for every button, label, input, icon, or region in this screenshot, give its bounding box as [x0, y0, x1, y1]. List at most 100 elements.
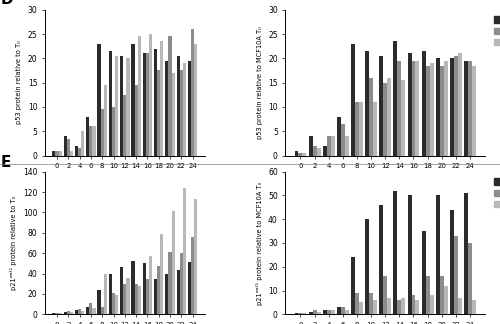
Bar: [436, 195, 440, 314]
Bar: [188, 61, 191, 156]
Bar: [194, 199, 198, 314]
Bar: [312, 146, 316, 156]
Text: D: D: [0, 0, 13, 7]
Bar: [166, 273, 168, 314]
Bar: [436, 58, 440, 156]
Bar: [294, 313, 298, 314]
Bar: [422, 231, 426, 314]
Bar: [387, 78, 391, 156]
Bar: [132, 261, 134, 314]
Bar: [149, 34, 152, 156]
Bar: [412, 295, 416, 314]
Bar: [450, 58, 454, 156]
Bar: [90, 303, 92, 314]
Text: E: E: [0, 155, 10, 169]
Bar: [323, 309, 326, 314]
Bar: [337, 117, 341, 156]
Bar: [188, 262, 191, 314]
Bar: [56, 313, 58, 314]
Bar: [430, 295, 434, 314]
Bar: [104, 273, 107, 314]
Bar: [157, 266, 160, 314]
Bar: [312, 309, 316, 314]
Bar: [380, 56, 383, 156]
Bar: [64, 312, 66, 314]
Bar: [345, 136, 349, 156]
Bar: [472, 66, 476, 156]
Bar: [112, 107, 115, 156]
Bar: [86, 117, 90, 156]
Y-axis label: p21ʷᵃᶠ¹ protein relative to MCF10A T₀: p21ʷᵃᶠ¹ protein relative to MCF10A T₀: [256, 181, 262, 305]
Bar: [440, 276, 444, 314]
Bar: [115, 295, 118, 314]
Bar: [81, 311, 84, 314]
Bar: [194, 44, 198, 156]
Bar: [326, 309, 330, 314]
Bar: [369, 78, 373, 156]
Bar: [166, 61, 168, 156]
Bar: [380, 205, 383, 314]
Bar: [408, 53, 412, 156]
Bar: [134, 284, 138, 314]
Bar: [351, 257, 355, 314]
Bar: [56, 151, 58, 156]
Bar: [183, 188, 186, 314]
Bar: [383, 276, 387, 314]
Bar: [408, 195, 412, 314]
Bar: [75, 310, 78, 314]
Bar: [359, 302, 363, 314]
Bar: [154, 49, 157, 156]
Bar: [365, 219, 369, 314]
Y-axis label: p53 protein relative to MCF10A T₀: p53 protein relative to MCF10A T₀: [256, 26, 262, 139]
Bar: [176, 271, 180, 314]
Bar: [66, 311, 70, 314]
Bar: [160, 234, 164, 314]
Bar: [398, 300, 402, 314]
Bar: [468, 243, 472, 314]
Bar: [454, 56, 458, 156]
Bar: [302, 153, 306, 156]
Bar: [440, 66, 444, 156]
Bar: [454, 236, 458, 314]
Bar: [120, 267, 123, 314]
Bar: [412, 61, 416, 156]
Bar: [180, 71, 183, 156]
Bar: [146, 279, 149, 314]
Bar: [394, 191, 398, 314]
Bar: [373, 300, 377, 314]
Bar: [86, 307, 90, 314]
Bar: [191, 237, 194, 314]
Bar: [64, 136, 66, 156]
Bar: [330, 136, 334, 156]
Bar: [369, 293, 373, 314]
Bar: [450, 210, 454, 314]
Bar: [142, 263, 146, 314]
Bar: [58, 313, 62, 314]
Bar: [422, 51, 426, 156]
Bar: [138, 37, 141, 156]
Bar: [458, 53, 462, 156]
Bar: [70, 151, 73, 156]
Bar: [90, 126, 92, 156]
Bar: [468, 61, 472, 156]
Bar: [351, 44, 355, 156]
Bar: [383, 83, 387, 156]
Bar: [341, 124, 345, 156]
Bar: [355, 293, 359, 314]
Bar: [149, 256, 152, 314]
Bar: [168, 252, 172, 314]
Bar: [355, 102, 359, 156]
Bar: [316, 148, 320, 156]
Bar: [323, 146, 326, 156]
Bar: [416, 300, 420, 314]
Bar: [341, 307, 345, 314]
Bar: [294, 151, 298, 156]
Bar: [66, 139, 70, 156]
Bar: [398, 61, 402, 156]
Bar: [183, 63, 186, 156]
Bar: [176, 56, 180, 156]
Y-axis label: p21ʷᵃᶠ¹ protein relative to T₀: p21ʷᵃᶠ¹ protein relative to T₀: [10, 196, 18, 290]
Bar: [464, 193, 468, 314]
Bar: [180, 253, 183, 314]
Bar: [100, 307, 104, 314]
